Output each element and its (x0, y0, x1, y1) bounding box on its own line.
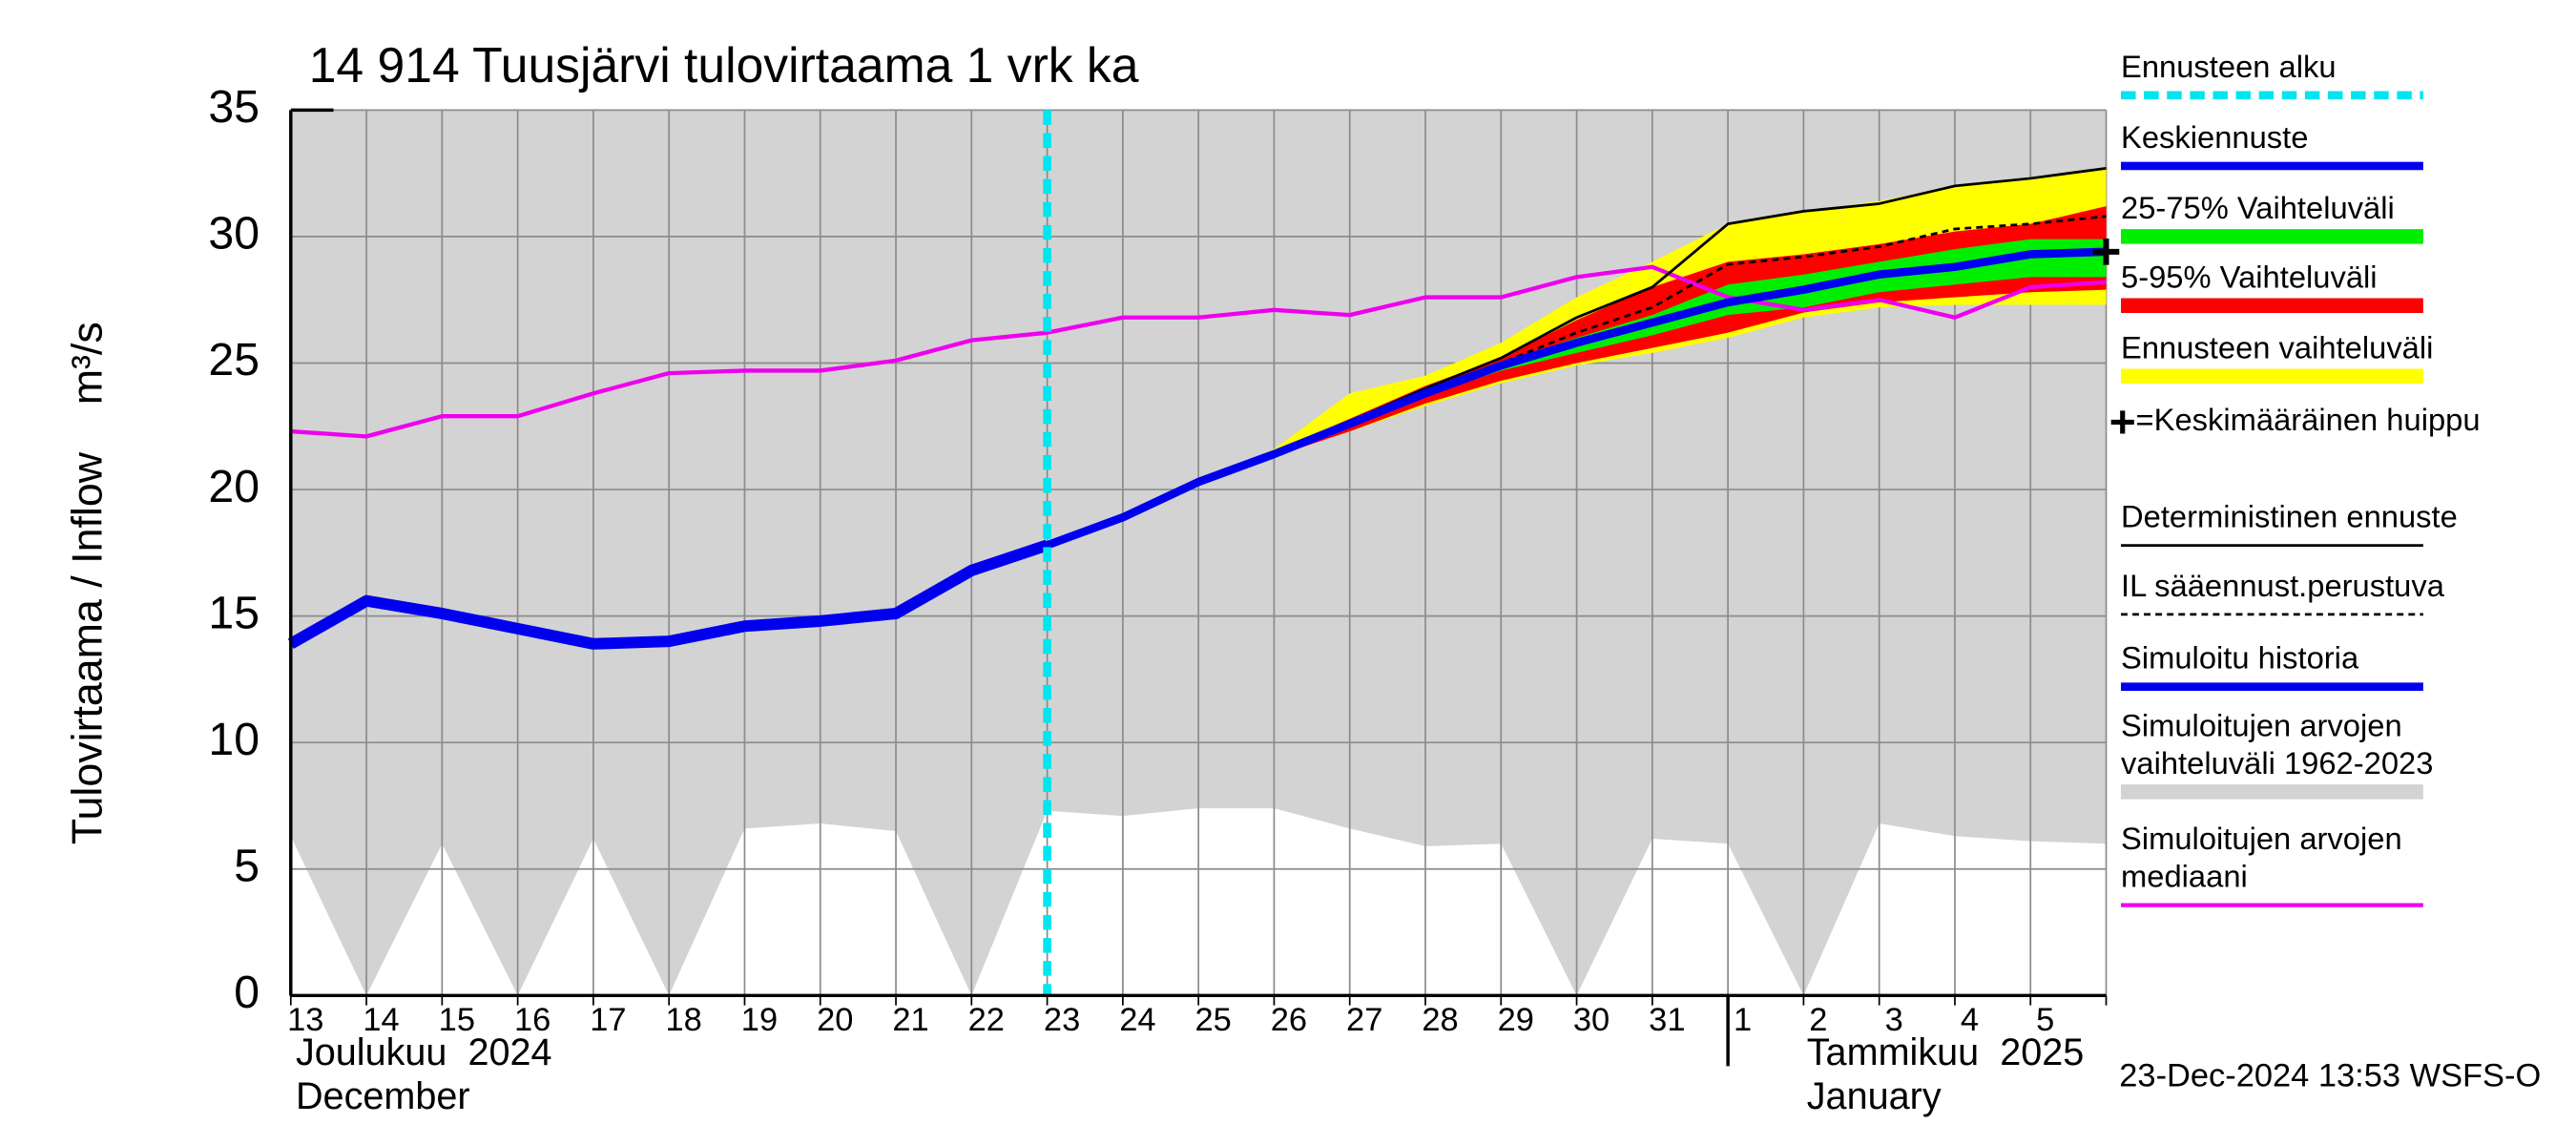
legend-entry: Simuloitujen arvojen mediaani (2121, 822, 2402, 896)
y-tick-label: 10 (208, 714, 260, 765)
legend-label: Simuloitujen arvojen vaihteluväli 1962-2… (2121, 709, 2434, 782)
x-tick-label: 17 (590, 1002, 626, 1038)
x-tick-label: 27 (1346, 1002, 1382, 1038)
legend-entry: 5-95% Vaihteluväli (2121, 260, 2378, 296)
x-tick-label: 1 (1734, 1002, 1752, 1038)
x-tick-label: 30 (1573, 1002, 1610, 1038)
legend-peak-marker (2110, 410, 2134, 434)
x-tick-label: 16 (514, 1002, 551, 1038)
x-tick-label: 3 (1885, 1002, 1903, 1038)
plot-area (287, 109, 2120, 997)
forecast-band (1047, 239, 2107, 546)
month-label: January (1807, 1075, 1942, 1117)
legend-label: Simuloitu historia (2121, 642, 2359, 677)
legend-label: 5-95% Vaihteluväli (2121, 260, 2378, 296)
x-tick-label: 14 (363, 1002, 399, 1038)
legend-label: Deterministinen ennuste (2121, 501, 2458, 536)
legend-label: Simuloitujen arvojen mediaani (2121, 822, 2402, 896)
legend-entry: Ennusteen alku (2121, 51, 2337, 86)
series-line (1046, 247, 2107, 550)
x-tick-label: 31 (1649, 1002, 1685, 1038)
legend-entry: IL sääennust.perustuva (2121, 570, 2444, 605)
legend-label: Ennusteen alku (2121, 51, 2337, 86)
month-label: Joulukuu 2024 (296, 1031, 552, 1073)
x-tick-label: 13 (287, 1002, 323, 1038)
legend-label: IL sääennust.perustuva (2121, 570, 2444, 605)
peak-marker (2092, 239, 2120, 265)
y-tick-label: 0 (234, 967, 260, 1018)
y-axis-label: Tulovirtaama / Inflow m³/s (64, 322, 112, 844)
month-label: December (296, 1075, 470, 1117)
month-label: Tammikuu 2025 (1807, 1031, 2085, 1073)
legend-entry: Simuloitu historia (2121, 642, 2359, 677)
x-tick-label: 24 (1119, 1002, 1155, 1038)
x-tick-label: 2 (1809, 1002, 1827, 1038)
legend-entry: Keskiennuste (2121, 121, 2309, 156)
legend-entry: =Keskimääräinen huippu (2135, 404, 2481, 439)
series-line (287, 539, 1049, 650)
x-tick-label: 21 (892, 1002, 928, 1038)
legend-entry: Simuloitujen arvojen vaihteluväli 1962-2… (2121, 709, 2434, 782)
x-tick-label: 25 (1195, 1002, 1232, 1038)
x-tick-label: 4 (1961, 1002, 1979, 1038)
legend-label: Keskiennuste (2121, 121, 2309, 156)
legend-entry: Deterministinen ennuste (2121, 501, 2458, 536)
x-tick-label: 18 (666, 1002, 702, 1038)
x-tick-label: 19 (741, 1002, 778, 1038)
x-tick-label: 5 (2036, 1002, 2054, 1038)
x-tick-label: 29 (1498, 1002, 1534, 1038)
y-tick-label: 25 (208, 334, 260, 385)
y-tick-label: 5 (234, 840, 260, 891)
x-tick-label: 15 (439, 1002, 475, 1038)
timestamp: 23-Dec-2024 13:53 WSFS-O (2119, 1058, 2541, 1094)
legend-label: 25-75% Vaihteluväli (2121, 192, 2395, 227)
chart-title: 14 914 Tuusjärvi tulovirtaama 1 vrk ka (309, 37, 1139, 93)
x-tick-label: 28 (1422, 1002, 1458, 1038)
y-tick-label: 35 (208, 81, 260, 133)
y-tick-label: 30 (208, 208, 260, 260)
x-tick-label: 20 (817, 1002, 853, 1038)
x-tick-label: 26 (1271, 1002, 1307, 1038)
legend-entry: Ennusteen vaihteluväli (2121, 331, 2434, 366)
y-tick-label: 20 (208, 461, 260, 512)
legend-label: Ennusteen vaihteluväli (2121, 331, 2434, 366)
x-tick-label: 22 (968, 1002, 1005, 1038)
legend-entry: 25-75% Vaihteluväli (2121, 192, 2395, 227)
series-line (290, 264, 2107, 439)
x-tick-label: 23 (1044, 1002, 1080, 1038)
y-tick-label: 15 (208, 587, 260, 638)
legend-label: =Keskimääräinen huippu (2135, 404, 2481, 439)
